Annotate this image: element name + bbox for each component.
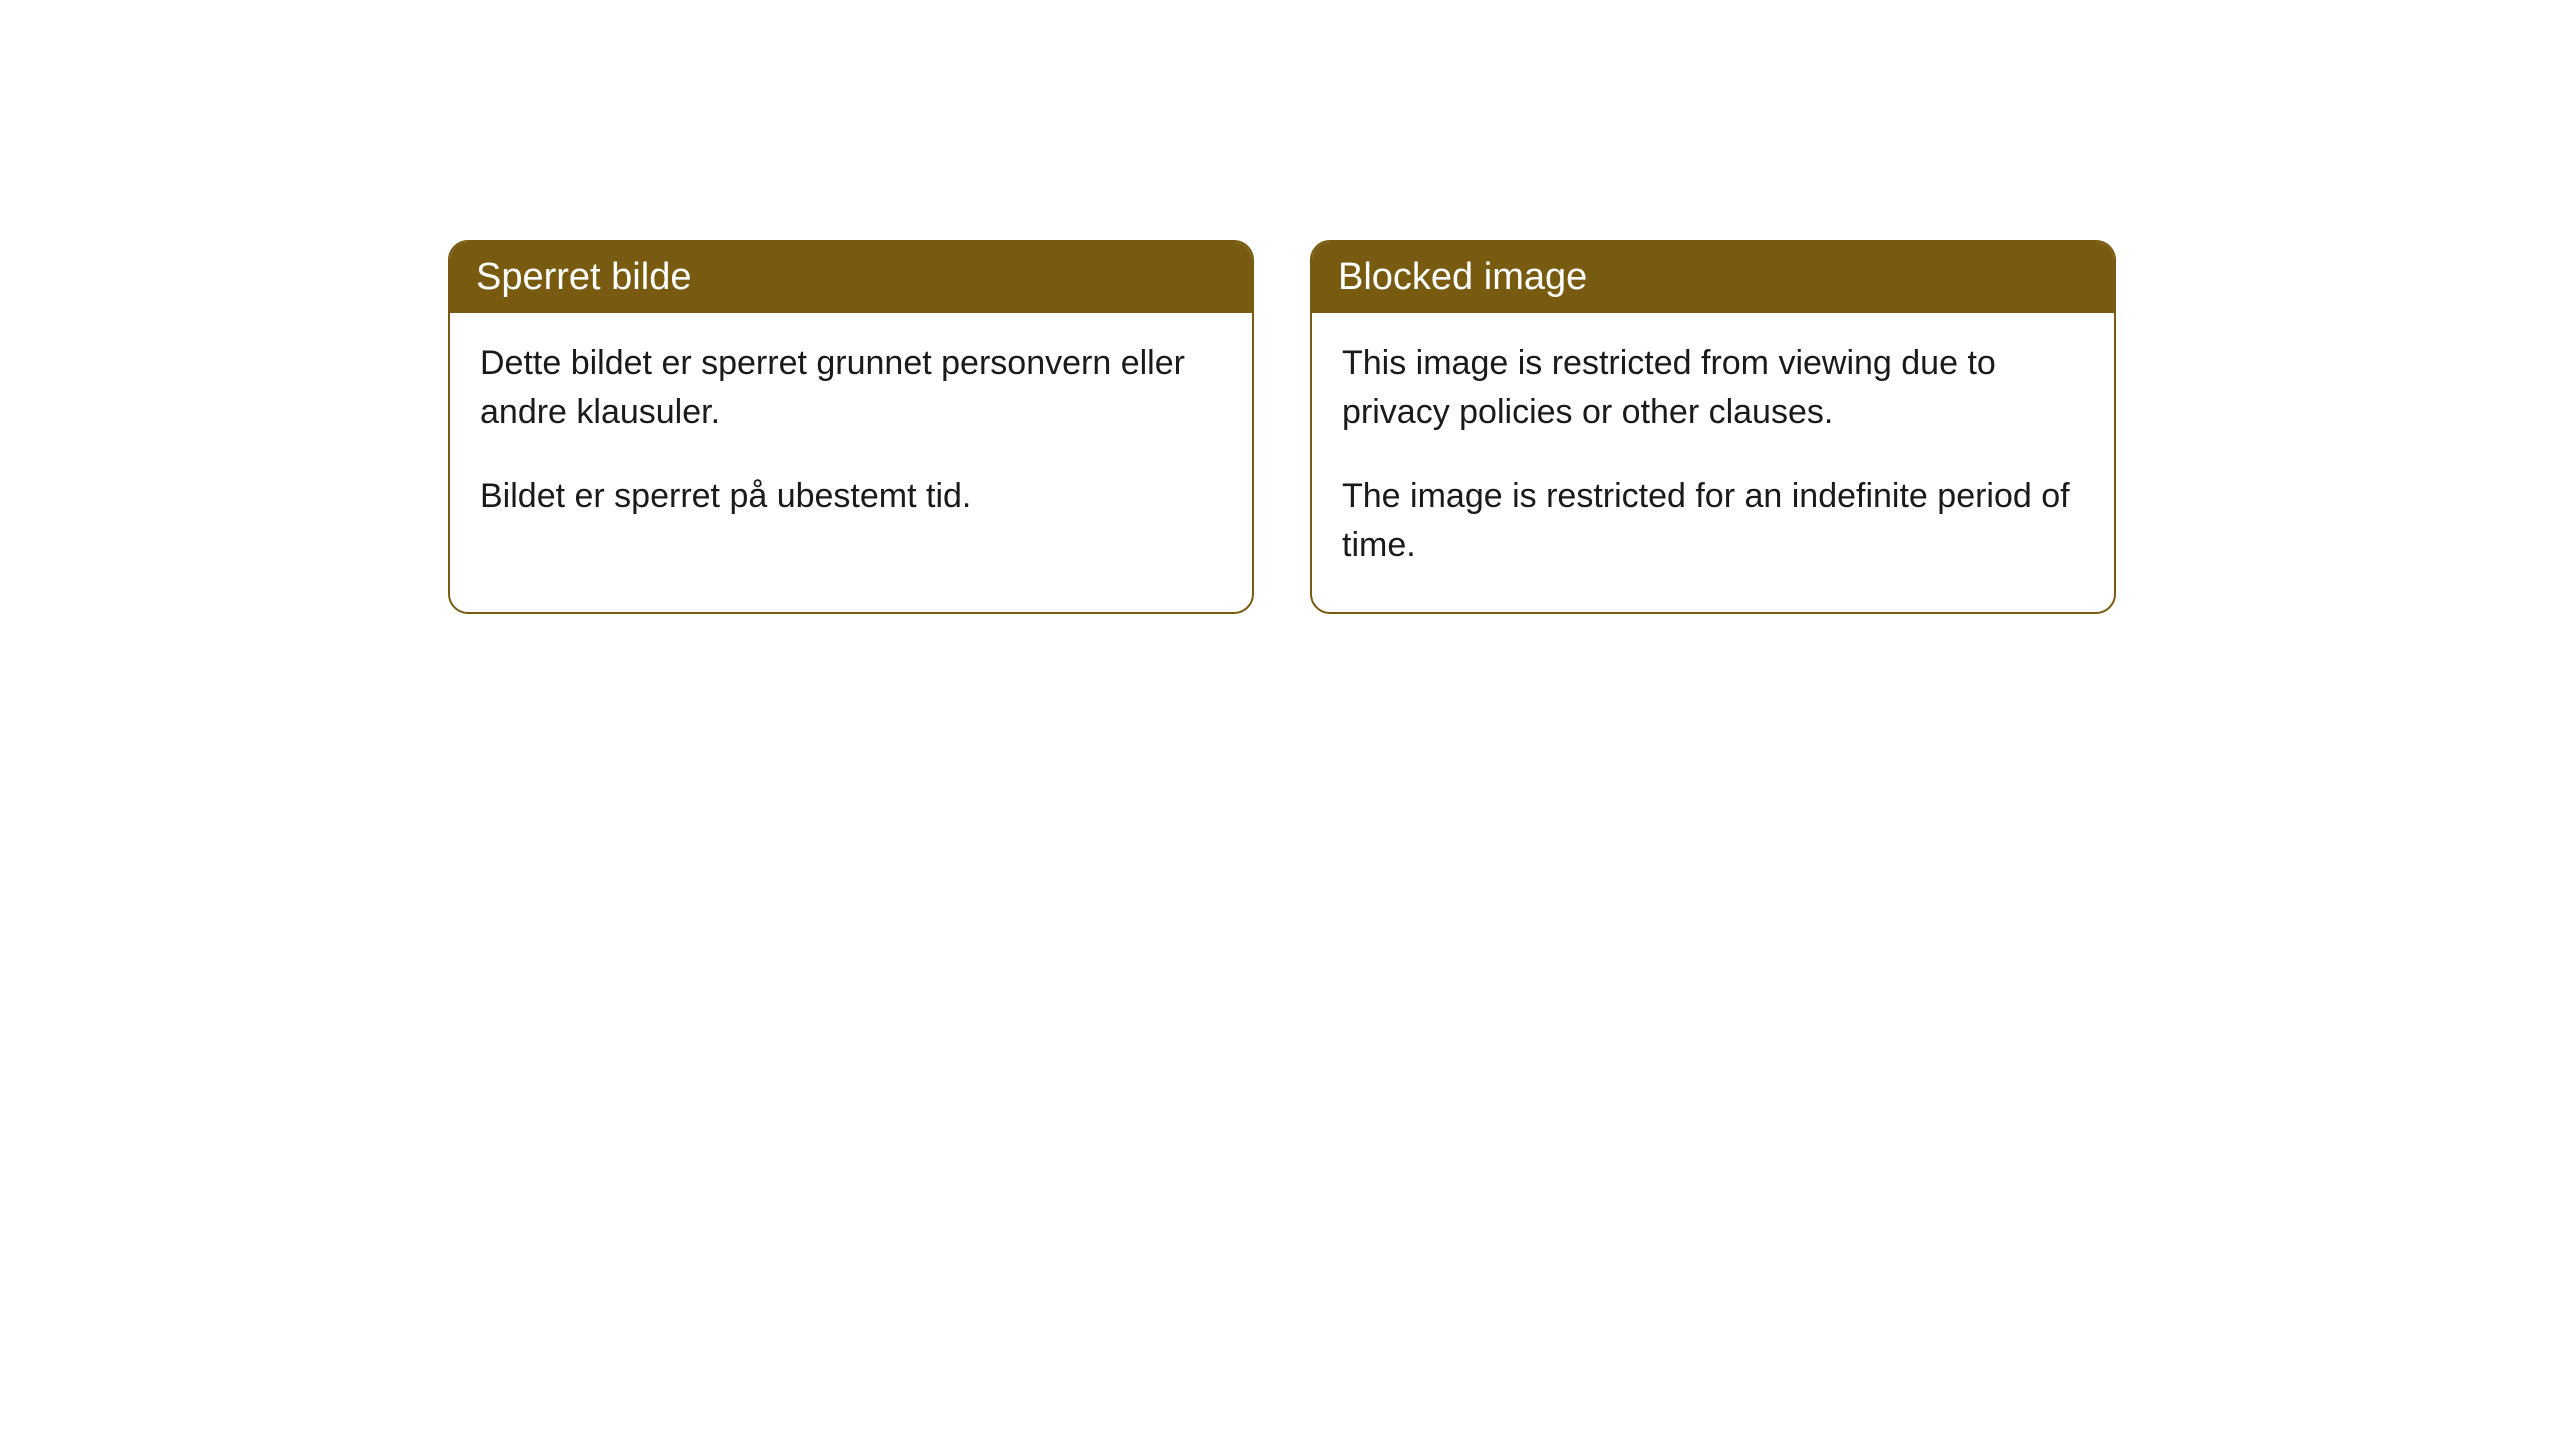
card-title: Blocked image xyxy=(1312,242,2114,313)
card-paragraph: This image is restricted from viewing du… xyxy=(1342,339,2084,438)
card-paragraph: The image is restricted for an indefinit… xyxy=(1342,472,2084,571)
blocked-image-card-en: Blocked image This image is restricted f… xyxy=(1310,240,2116,614)
card-body: This image is restricted from viewing du… xyxy=(1312,313,2114,612)
notice-container: Sperret bilde Dette bildet er sperret gr… xyxy=(0,0,2560,614)
blocked-image-card-no: Sperret bilde Dette bildet er sperret gr… xyxy=(448,240,1254,614)
card-paragraph: Dette bildet er sperret grunnet personve… xyxy=(480,339,1222,438)
card-body: Dette bildet er sperret grunnet personve… xyxy=(450,313,1252,563)
card-title: Sperret bilde xyxy=(450,242,1252,313)
card-paragraph: Bildet er sperret på ubestemt tid. xyxy=(480,472,1222,521)
